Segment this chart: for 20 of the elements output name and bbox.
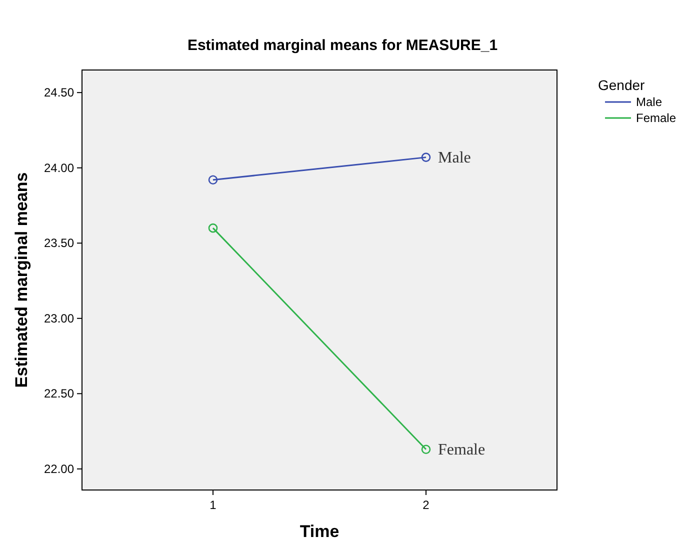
point bbox=[208, 175, 218, 185]
legend-label: Female bbox=[636, 111, 676, 125]
y-tick-label: 23.00 bbox=[44, 311, 74, 326]
x-tick-label: 1 bbox=[210, 498, 217, 512]
x-axis-title: Time bbox=[300, 522, 340, 541]
y-tick-label: 24.00 bbox=[44, 160, 74, 175]
legend-title: Gender bbox=[598, 77, 646, 93]
y-axis-title: Estimated marginal means bbox=[12, 172, 31, 388]
y-tick-label: 23.50 bbox=[44, 236, 74, 250]
legend-label: Male bbox=[636, 95, 662, 109]
y-tick-label: 22.00 bbox=[44, 462, 74, 476]
chart-title: Estimated marginal means for MEASURE_1 bbox=[187, 37, 498, 54]
text: Female bbox=[438, 441, 486, 458]
point bbox=[421, 152, 431, 162]
y-tick-label: 22.50 bbox=[44, 386, 74, 401]
y-tick-label: 24.50 bbox=[44, 86, 74, 100]
point bbox=[208, 223, 218, 233]
text: Male bbox=[438, 149, 471, 166]
x-tick-label: 2 bbox=[422, 498, 430, 512]
point bbox=[421, 444, 431, 454]
